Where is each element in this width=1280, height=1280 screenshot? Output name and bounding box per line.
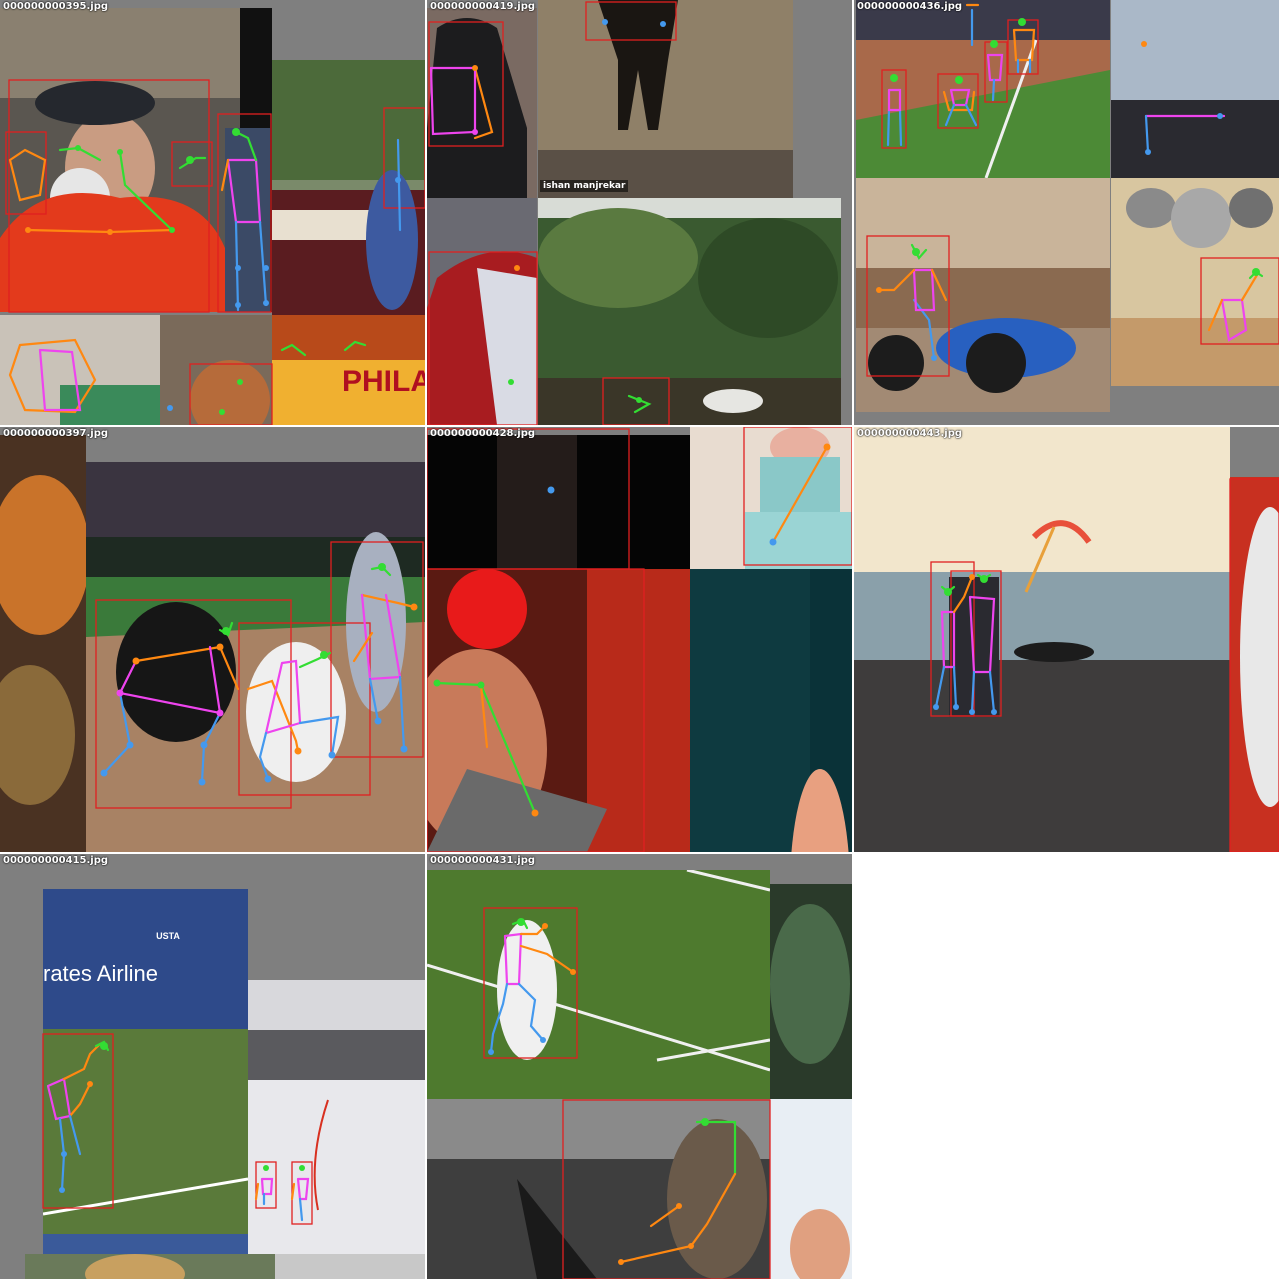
- photo-man-phone: [0, 8, 272, 312]
- photo-tree-edge: [770, 884, 852, 1099]
- photo-shirt-man: [1111, 0, 1279, 178]
- photo-horse-legs: ishan manjrekar: [538, 0, 793, 198]
- photo-beach-kite: [854, 427, 1230, 852]
- pose-overlay: [427, 427, 852, 852]
- photo-hand-sky: [770, 1099, 852, 1279]
- photo-baseball-batter: [86, 462, 425, 852]
- photo-food-closeup: [0, 435, 86, 852]
- photo-jungle-horse: [538, 198, 841, 425]
- photo-crowd-phila: PHILA: [272, 315, 425, 425]
- mosaic-tile: 000000000397.jpg: [0, 427, 425, 852]
- usta-logo-text: USTA: [156, 931, 180, 941]
- pose-overlay: [866, 3, 1279, 377]
- photo-snow-slope: [248, 980, 425, 1254]
- pose-overlay: [428, 1, 677, 425]
- pose-overlay: [5, 79, 425, 425]
- photo-umbrella-street: [427, 1099, 770, 1279]
- photo-motorcycle: [856, 178, 1110, 412]
- tile-filename: 000000000443.jpg: [857, 428, 963, 439]
- tile-filename: 000000000436.jpg: [857, 1, 963, 12]
- photo-bottom-dog: [25, 1254, 425, 1279]
- mosaic-tile: 000000000419.jpg ishan manjrekar: [427, 0, 852, 425]
- mosaic-tile: 000000000428.jpg: [427, 427, 852, 852]
- mosaic-tile: 000000000431.jpg: [427, 854, 852, 1279]
- photo-kitchen: [1111, 178, 1279, 386]
- tile-filename: 000000000431.jpg: [430, 855, 536, 866]
- mosaic-tile: 000000000415.jpg rates Airline USTA: [0, 854, 425, 1279]
- banner-text: PHILA: [342, 365, 425, 398]
- tile-filename: 000000000395.jpg: [3, 1, 109, 12]
- mosaic-tile: 000000000436.jpg: [854, 0, 1279, 425]
- pose-overlay: [483, 907, 771, 1279]
- pose-overlay: [95, 541, 424, 809]
- mosaic-tile: 000000000443.jpg: [854, 427, 1279, 852]
- pose-overlay: [42, 1033, 313, 1225]
- photo-hooded-person: [427, 8, 537, 198]
- tile-filename: 000000000397.jpg: [3, 428, 109, 439]
- photo-tennis-fence: [690, 569, 852, 852]
- watermark-text: ishan manjrekar: [540, 180, 629, 192]
- tile-filename: 000000000419.jpg: [430, 1, 536, 12]
- tile-filename: 000000000428.jpg: [430, 428, 536, 439]
- tile-filename: 000000000415.jpg: [3, 855, 109, 866]
- photo-clown-man: [427, 569, 690, 852]
- sponsor-sign-text: rates Airline: [43, 961, 158, 986]
- photo-dark-figure: [427, 435, 690, 569]
- pose-overlay: [930, 478, 1279, 852]
- photo-phone-edge: [1230, 477, 1279, 852]
- mosaic-tile: 000000000395.jpg: [0, 0, 425, 425]
